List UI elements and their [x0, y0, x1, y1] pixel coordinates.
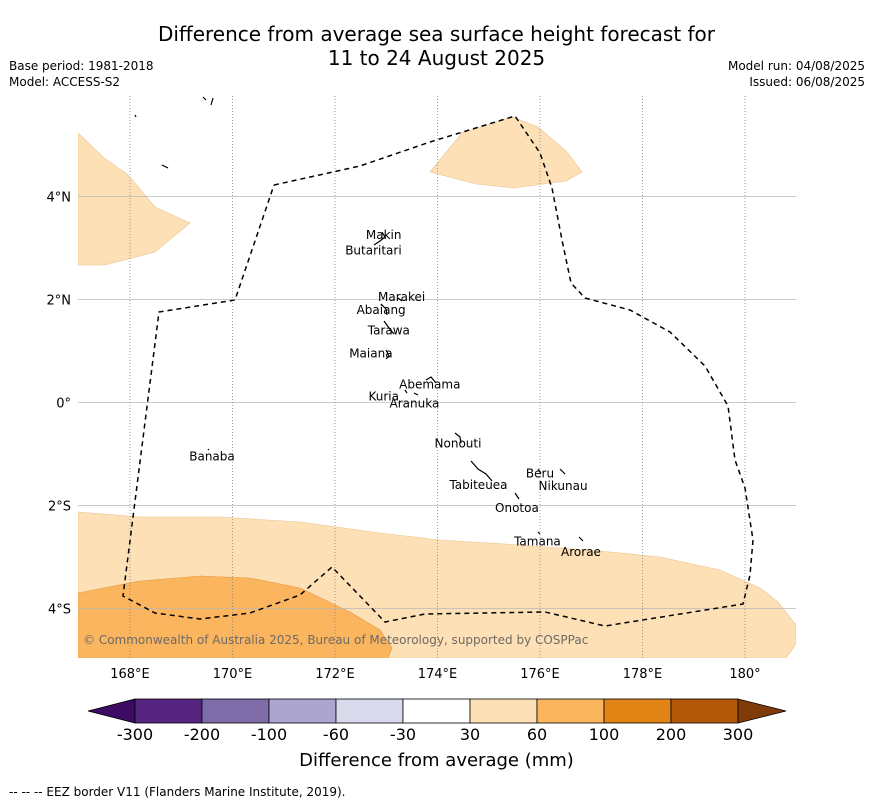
model-run: Model run: 04/08/2025 — [727, 59, 865, 73]
lon-label: 170°E — [213, 667, 253, 682]
anomaly-region-light-north — [429, 116, 583, 189]
eez-border — [122, 115, 754, 627]
place-label: Abemama — [399, 377, 460, 391]
colorbar-tick-label: 300 — [723, 725, 754, 744]
longitude-gridlines — [129, 96, 746, 658]
colorbar-tick-label: -60 — [323, 725, 349, 744]
anomaly-region-mid-south — [78, 575, 393, 658]
island-north-2 — [202, 96, 207, 101]
lon-label: 176°E — [520, 667, 560, 682]
lon-label: 174°E — [418, 667, 458, 682]
colorbar-tick-label: -100 — [251, 725, 287, 744]
island-aranuka — [413, 392, 419, 396]
island-maiana — [385, 349, 390, 360]
colorbar-extend-low — [87, 698, 136, 724]
place-label: Tamana — [513, 535, 561, 549]
place-label: Banaba — [189, 450, 235, 464]
island-makin — [373, 231, 386, 246]
colorbar-tick-label: -30 — [390, 725, 416, 744]
colorbar-tick-label: -200 — [184, 725, 220, 744]
place-label: Abaiang — [357, 303, 406, 317]
colorbar-tick-label: 100 — [589, 725, 620, 744]
colorbar-tick-label: 200 — [656, 725, 687, 744]
island-nonouti — [454, 432, 462, 444]
colorbar-bin — [603, 698, 672, 724]
island-tarawa — [383, 320, 395, 335]
island-marakei — [397, 297, 403, 302]
colorbar-bin — [335, 698, 404, 724]
place-label: Nonouti — [435, 437, 482, 451]
island-onotoa — [514, 492, 520, 500]
island-arorae — [578, 536, 584, 542]
colorbar-bin — [402, 698, 471, 724]
title-line-2: 11 to 24 August 2025 — [327, 46, 546, 70]
island-abemama — [425, 376, 437, 384]
chart-title: Difference from average sea surface heig… — [0, 22, 873, 70]
copyright-notice: © Commonwealth of Australia 2025, Bureau… — [83, 633, 588, 647]
place-label: Aranuka — [390, 397, 440, 411]
anomaly-region-light-west — [78, 132, 191, 266]
island-outlines — [134, 96, 584, 542]
colorbar-tick-label: -300 — [117, 725, 153, 744]
colorbar-bin — [670, 698, 739, 724]
title-line-1: Difference from average sea surface heig… — [157, 22, 716, 46]
lat-label: 4°N — [47, 191, 72, 206]
place-label: Tabiteuea — [448, 478, 507, 492]
lat-label: 0° — [56, 397, 71, 412]
lat-label: 4°S — [48, 603, 71, 618]
lon-label: 178°E — [623, 667, 663, 682]
place-label: Nikunau — [539, 479, 588, 493]
footer-eez-note: -- -- -- EEZ border V11 (Flanders Marine… — [9, 785, 346, 799]
colorbar-bin — [201, 698, 270, 724]
place-label: Marakei — [378, 290, 425, 304]
lon-label: 172°E — [315, 667, 355, 682]
colorbar: -300 -200 -100 -60 -30 30 60 100 200 300 — [87, 698, 787, 744]
lon-label: 180° — [729, 667, 760, 682]
island-north-3 — [210, 97, 214, 106]
island-banaba — [207, 448, 210, 451]
colorbar-tick-label: 30 — [460, 725, 480, 744]
island-north-4 — [161, 164, 169, 169]
island-tabiteuea — [470, 460, 493, 482]
lat-label: 2°S — [48, 500, 71, 515]
colorbar-bin — [536, 698, 605, 724]
island-abaiang — [380, 303, 388, 316]
latitude-labels: 4°N 2°N 0° 2°S 4°S — [47, 191, 72, 618]
place-label: Onotoa — [495, 501, 539, 515]
lat-label: 2°N — [47, 294, 72, 309]
island-nikunau — [559, 468, 566, 475]
issued-date: Issued: 06/08/2025 — [749, 75, 865, 89]
model-name: Model: ACCESS-S2 — [9, 75, 121, 89]
lon-label: 168°E — [110, 667, 150, 682]
place-label: Makin — [366, 228, 402, 242]
island-kuria — [404, 389, 408, 394]
colorbar-bin — [134, 698, 203, 724]
place-label: Kuria — [368, 389, 399, 403]
colorbar-tick-label: 60 — [527, 725, 547, 744]
meta-left: Base period: 1981-2018 Model: ACCESS-S2 — [9, 58, 154, 90]
place-label: Beru — [526, 467, 554, 481]
latitude-gridlines — [78, 196, 796, 609]
longitude-labels: 168°E 170°E 172°E 174°E 176°E 178°E 180° — [110, 667, 760, 682]
place-label: Butaritari — [345, 244, 402, 258]
colorbar-extend-high — [737, 698, 787, 724]
place-label: Maiana — [349, 347, 392, 361]
colorbar-bin — [268, 698, 337, 724]
colorbar-bin — [469, 698, 538, 724]
base-period: Base period: 1981-2018 — [9, 59, 154, 73]
meta-right: Model run: 04/08/2025 Issued: 06/08/2025 — [728, 58, 865, 90]
place-label: Arorae — [561, 545, 601, 559]
island-north-1 — [134, 114, 137, 118]
place-label: Tarawa — [367, 323, 410, 337]
colorbar-title: Difference from average (mm) — [299, 750, 574, 771]
island-beru — [537, 468, 542, 474]
island-tamana — [537, 531, 541, 535]
